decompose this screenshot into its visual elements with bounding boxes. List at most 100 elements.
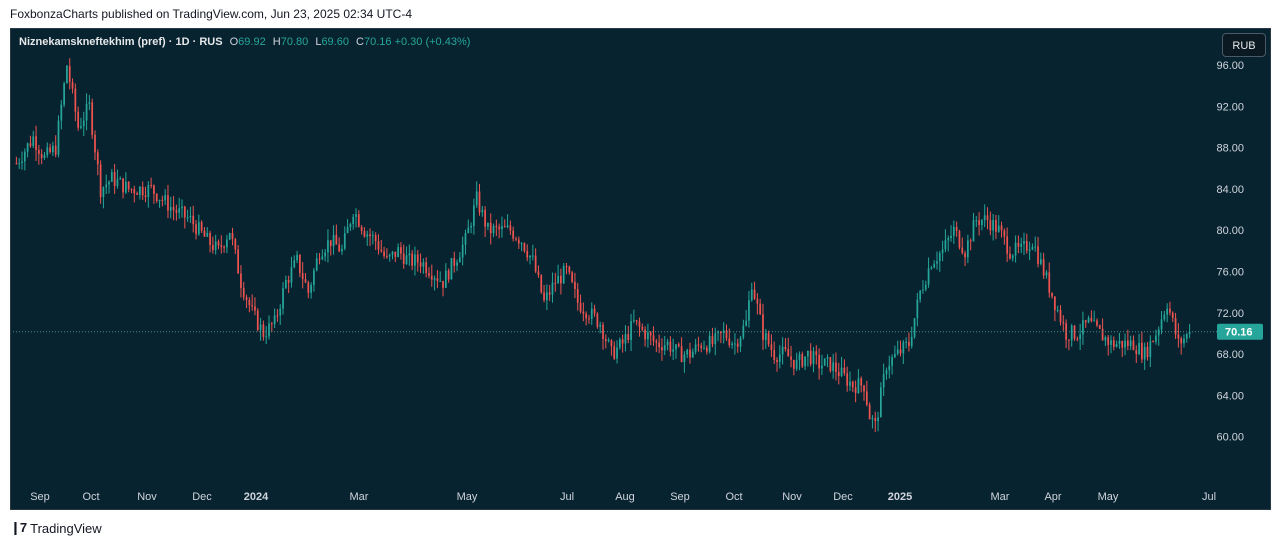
candle xyxy=(961,237,964,255)
candle xyxy=(1082,311,1084,345)
currency-button[interactable]: RUB xyxy=(1222,33,1266,57)
candle-body xyxy=(29,143,32,147)
candle xyxy=(186,209,189,222)
candle xyxy=(562,263,565,284)
candle xyxy=(329,240,332,256)
candle xyxy=(1118,332,1121,349)
candle-body xyxy=(624,334,627,344)
candle xyxy=(116,169,119,189)
chart-panel[interactable]: 96.00 92.00 88.00 84.00 80.00 76.00 72.00 68.00… xyxy=(10,28,1271,510)
candle xyxy=(310,282,312,299)
candle xyxy=(433,275,436,291)
price-tick-label: 64.00 xyxy=(1216,390,1244,402)
candle xyxy=(307,280,310,299)
candle xyxy=(487,222,489,231)
candle xyxy=(835,352,837,381)
candle-body xyxy=(792,359,795,369)
price-tick-label: 96.00 xyxy=(1216,60,1244,72)
candle xyxy=(1023,232,1025,255)
tradingview-brand[interactable]: ❙7 TradingView xyxy=(10,520,102,536)
candle-body xyxy=(554,282,557,284)
candle xyxy=(1177,323,1180,348)
tradingview-logo-icon: ❙7 xyxy=(10,520,27,535)
candle xyxy=(23,148,26,171)
candle xyxy=(82,111,85,136)
candle xyxy=(691,348,694,359)
candle-body xyxy=(515,238,517,240)
candle-body xyxy=(35,136,37,150)
candle-body xyxy=(1141,342,1143,360)
candle xyxy=(792,359,795,376)
candle-body xyxy=(473,205,475,226)
candle-body xyxy=(268,323,270,337)
candle-body xyxy=(254,306,256,311)
candle-body xyxy=(155,193,158,201)
candle xyxy=(1065,319,1067,348)
time-tick-label: Sep xyxy=(670,491,690,503)
candle xyxy=(731,341,733,349)
candle-body xyxy=(871,418,874,420)
candle xyxy=(63,81,65,108)
candle xyxy=(720,331,722,344)
candle xyxy=(37,144,40,165)
candle xyxy=(680,337,683,363)
candle-body xyxy=(386,256,388,258)
candle xyxy=(352,213,355,230)
candle-body xyxy=(169,207,172,211)
candle-body xyxy=(616,347,618,359)
candle xyxy=(924,280,927,292)
candle xyxy=(762,303,764,350)
time-tick-label: Oct xyxy=(82,491,99,503)
candle-body xyxy=(304,279,307,283)
candle xyxy=(122,178,124,199)
candle-body xyxy=(509,225,512,231)
candle-body xyxy=(99,164,102,198)
candle-body xyxy=(950,235,952,239)
candle xyxy=(534,248,537,274)
candle-body xyxy=(837,371,840,377)
candle xyxy=(975,216,978,228)
candle-body xyxy=(296,254,298,261)
candle-body xyxy=(307,282,310,293)
candle-body xyxy=(279,308,282,316)
candle-body xyxy=(405,255,408,264)
candle xyxy=(554,272,557,292)
candle-body xyxy=(596,313,599,327)
candle-body xyxy=(91,102,94,135)
candle xyxy=(571,270,573,284)
candle xyxy=(633,309,635,324)
candle-body xyxy=(809,350,812,365)
candle-body xyxy=(865,391,868,405)
candle-body xyxy=(1076,338,1079,340)
published-by-text: FoxbonzaCharts published on TradingView.… xyxy=(10,7,413,21)
candle xyxy=(863,384,865,401)
candle xyxy=(1166,303,1169,323)
candle-body xyxy=(941,249,944,254)
candle xyxy=(1188,324,1191,339)
candle xyxy=(958,229,961,250)
candle-body xyxy=(391,251,394,255)
candle xyxy=(526,244,529,262)
candle-body xyxy=(105,184,108,188)
candle xyxy=(279,304,282,325)
candle-body xyxy=(1090,317,1093,322)
candle-body xyxy=(18,163,21,165)
candle-body xyxy=(1068,339,1070,341)
candle xyxy=(759,298,762,315)
candle xyxy=(821,354,823,376)
candle xyxy=(133,185,136,203)
candlestick-chart[interactable]: 96.00 92.00 88.00 84.00 80.00 76.00 72.00 68.00… xyxy=(11,29,1271,510)
candle-body xyxy=(767,333,770,345)
candle xyxy=(905,337,907,349)
candle-body xyxy=(1096,320,1098,326)
candle xyxy=(588,314,590,324)
candle-body xyxy=(1059,309,1062,323)
candle-body xyxy=(537,271,540,276)
candle-body xyxy=(863,385,865,392)
candle xyxy=(523,242,526,253)
candle xyxy=(195,220,197,240)
time-tick-label: Nov xyxy=(137,491,157,503)
candle xyxy=(377,234,380,255)
candle-body xyxy=(1034,246,1037,248)
candle xyxy=(652,326,655,346)
